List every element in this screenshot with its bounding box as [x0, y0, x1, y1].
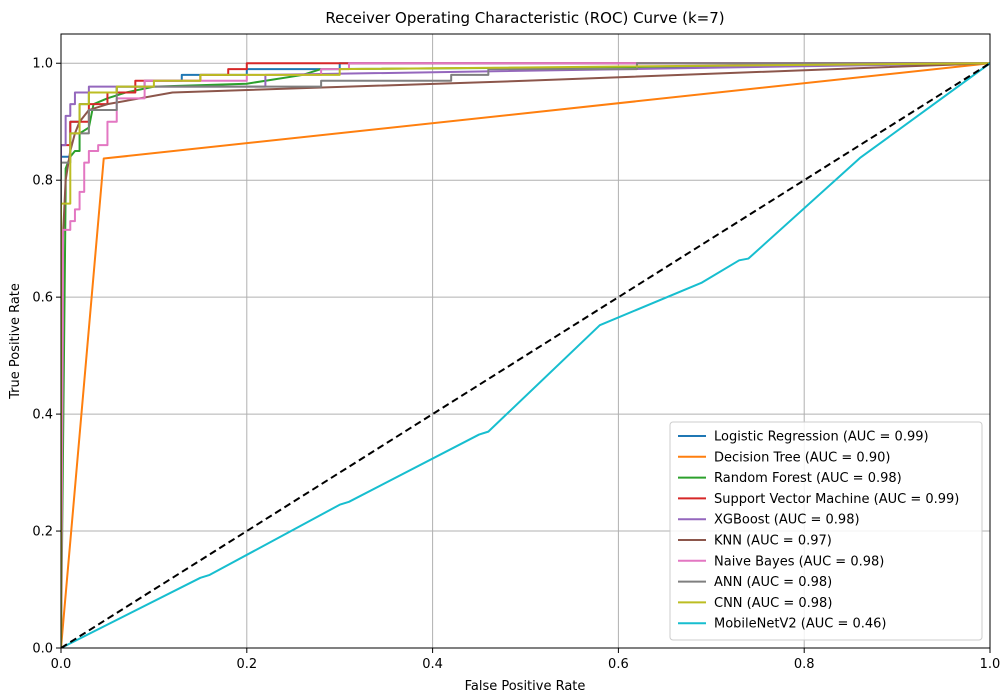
- y-tick-label: 0.6: [32, 291, 53, 306]
- series-line-9: [61, 62, 990, 648]
- legend-label-2: Random Forest (AUC = 0.98): [714, 471, 902, 486]
- y-tick-label: 0.8: [32, 174, 53, 189]
- legend: Logistic Regression (AUC = 0.99) Decision…: [669, 421, 983, 641]
- x-tick-label: 1.0: [980, 657, 1001, 672]
- x-tick-label: 0.0: [51, 657, 72, 672]
- legend-label-8: CNN (AUC = 0.98): [714, 596, 832, 611]
- y-tick-label: 0.4: [32, 408, 53, 423]
- plot-area: [61, 62, 990, 648]
- legend-label-6: Naive Bayes (AUC = 0.98): [714, 554, 884, 569]
- chart-title: Receiver Operating Characteristic (ROC) …: [325, 9, 724, 27]
- series-line-1: [61, 62, 990, 648]
- reference-diagonal: [61, 62, 990, 648]
- plot-frame: [60, 33, 991, 649]
- series-line-8: [61, 62, 990, 648]
- legend-label-1: Decision Tree (AUC = 0.90): [714, 450, 890, 465]
- axis-ticks: 0.0 0.2 0.4 0.6 0.8 1.0 0.0 0.2 0.4 0.6 0.8 1.0: [32, 57, 1000, 672]
- x-tick-label: 0.6: [608, 657, 629, 672]
- y-tick-label: 1.0: [32, 57, 53, 72]
- x-tick-label: 0.4: [422, 657, 443, 672]
- legend-label-3: Support Vector Machine (AUC = 0.99): [714, 492, 959, 507]
- x-tick-label: 0.8: [794, 657, 815, 672]
- legend-label-7: ANN (AUC = 0.98): [714, 575, 832, 590]
- legend-label-9: MobileNetV2 (AUC = 0.46): [714, 617, 887, 632]
- y-tick-label: 0.0: [32, 642, 53, 657]
- legend-label-0: Logistic Regression (AUC = 0.99): [714, 430, 929, 445]
- legend-label-5: KNN (AUC = 0.97): [714, 534, 832, 549]
- legend-box: [669, 421, 983, 641]
- x-tick-label: 0.2: [236, 657, 257, 672]
- y-tick-label: 0.2: [32, 525, 53, 540]
- legend-label-4: XGBoost (AUC = 0.98): [714, 513, 860, 528]
- x-axis-label: False Positive Rate: [465, 679, 586, 694]
- y-axis-label: True Positive Rate: [8, 283, 23, 400]
- series-line-3: [61, 62, 990, 648]
